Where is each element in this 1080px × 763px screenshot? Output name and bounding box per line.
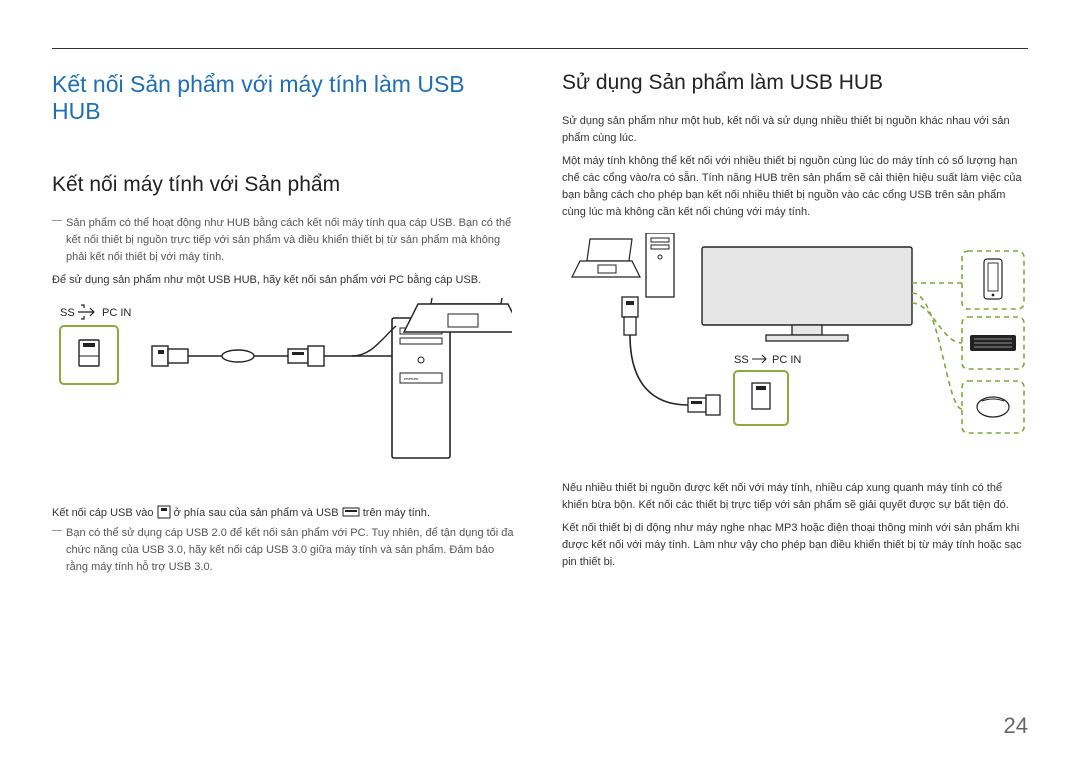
pc-connection-diagram: SS PC IN (52, 298, 518, 493)
svg-text:SS: SS (60, 307, 75, 319)
mouse-device-box (962, 381, 1024, 433)
horizontal-rule (52, 48, 1028, 49)
svg-text:⎓⎓⎓: ⎓⎓⎓ (404, 377, 419, 383)
monitor-icon (702, 247, 912, 341)
page-number: 24 (1004, 713, 1028, 739)
left-instruction-1: Để sử dụng sản phẩm như một USB HUB, hãy… (52, 274, 518, 286)
instr2-post: trên máy tính. (363, 507, 430, 519)
left-instruction-2: Kết nối cáp USB vào ở phía sau của sản p… (52, 505, 518, 519)
two-column-layout: Kết nối Sản phẩm với máy tính làm USB HU… (52, 71, 1028, 582)
right-p1: Sử dụng sản phẩm như một hub, kết nối và… (562, 113, 1028, 147)
laptop-icon (404, 298, 512, 332)
pc-tower-icon (646, 233, 674, 297)
laptop-icon (572, 239, 640, 277)
instr2-mid: ở phía sau của sản phẩm và USB (174, 507, 342, 519)
right-p3: Nếu nhiều thiết bị nguồn được kết nối vớ… (562, 480, 1028, 514)
main-title: Kết nối Sản phẩm với máy tính làm USB HU… (52, 71, 518, 125)
left-note-1: Sản phẩm có thể hoạt động như HUB bằng c… (52, 215, 518, 266)
svg-text:SS: SS (734, 354, 749, 366)
left-note-2: Bạn có thể sử dụng cáp USB 2.0 để kết nố… (52, 525, 518, 576)
usb-a-port-icon (342, 507, 360, 517)
usb-b-port-icon (157, 505, 171, 519)
instr2-pre: Kết nối cáp USB vào (52, 507, 157, 519)
right-column: Sử dụng Sản phẩm làm USB HUB Sử dụng sản… (562, 71, 1028, 582)
port-label-pc-in: PC IN (102, 307, 131, 319)
port-label-pc-in-2: PC IN (772, 354, 801, 366)
phone-device-box (962, 251, 1024, 309)
right-p2: Một máy tính không thể kết nối với nhiều… (562, 153, 1028, 221)
keyboard-device-box (962, 317, 1024, 369)
pc-tower-icon: ⎓⎓⎓ (392, 318, 450, 458)
left-subtitle: Kết nối máy tính với Sản phẩm (52, 173, 518, 197)
hub-usage-diagram: SS PC IN (562, 233, 1028, 468)
left-column: Kết nối Sản phẩm với máy tính làm USB HU… (52, 71, 518, 582)
right-subtitle: Sử dụng Sản phẩm làm USB HUB (562, 71, 1028, 95)
right-p4: Kết nối thiết bị di động như máy nghe nh… (562, 520, 1028, 571)
